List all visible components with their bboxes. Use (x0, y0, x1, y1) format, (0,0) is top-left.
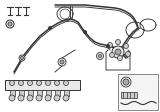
Circle shape (36, 95, 42, 101)
Circle shape (84, 30, 87, 33)
Circle shape (63, 95, 69, 101)
Bar (5, 80, 80, 90)
Bar (36, 90, 41, 96)
Bar (9, 90, 15, 96)
Circle shape (54, 95, 60, 101)
Circle shape (107, 44, 109, 47)
Circle shape (108, 42, 112, 47)
Circle shape (123, 79, 129, 85)
Circle shape (117, 56, 123, 60)
Bar (19, 90, 24, 96)
Bar (28, 90, 32, 96)
Circle shape (109, 53, 115, 57)
Bar (118, 74, 158, 110)
Circle shape (99, 55, 101, 57)
Circle shape (36, 81, 41, 85)
Bar (45, 90, 51, 96)
Circle shape (18, 95, 24, 101)
Circle shape (20, 56, 24, 59)
Circle shape (45, 95, 51, 101)
Circle shape (6, 20, 14, 28)
Circle shape (45, 81, 51, 85)
Bar (55, 90, 60, 96)
Circle shape (125, 52, 131, 56)
Circle shape (112, 46, 124, 58)
Circle shape (19, 55, 25, 61)
Circle shape (28, 81, 32, 85)
Circle shape (124, 43, 128, 48)
Circle shape (8, 22, 12, 26)
Circle shape (58, 58, 66, 66)
Circle shape (27, 95, 33, 101)
Bar (64, 90, 68, 96)
Circle shape (115, 49, 121, 55)
Circle shape (9, 95, 15, 101)
Circle shape (121, 77, 131, 87)
Circle shape (64, 81, 68, 85)
Bar (121, 92, 137, 98)
Circle shape (48, 27, 52, 29)
Circle shape (9, 81, 15, 85)
Circle shape (55, 81, 60, 85)
Circle shape (19, 81, 24, 85)
Circle shape (96, 53, 104, 59)
Circle shape (60, 60, 64, 64)
Circle shape (116, 40, 120, 44)
